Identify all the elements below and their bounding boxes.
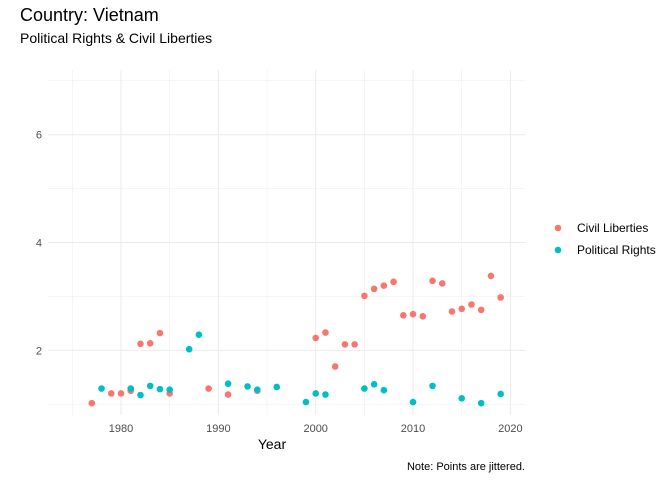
point-political-rights — [98, 385, 105, 392]
legend-marker-civil-liberties — [554, 224, 562, 232]
point-political-rights — [156, 385, 164, 393]
chart-caption: Note: Points are jittered. — [407, 461, 525, 473]
point-political-rights — [322, 391, 329, 398]
point-political-rights — [195, 331, 203, 338]
point-civil-liberties — [224, 391, 232, 398]
x-tick-label: 1990 — [206, 423, 230, 435]
point-political-rights — [370, 380, 378, 388]
legend-marker-political-rights — [554, 246, 562, 254]
y-tick-label: 2 — [36, 345, 42, 357]
point-political-rights — [477, 399, 485, 407]
y-tick-label: 6 — [36, 130, 42, 142]
x-tick-label: 1980 — [109, 423, 133, 435]
point-political-rights — [302, 398, 310, 406]
point-political-rights — [361, 385, 368, 392]
point-civil-liberties — [137, 340, 144, 348]
point-civil-liberties — [107, 390, 115, 397]
point-civil-liberties — [448, 308, 456, 315]
point-political-rights — [166, 386, 173, 393]
point-political-rights — [253, 386, 261, 393]
point-civil-liberties — [390, 278, 397, 286]
point-civil-liberties — [351, 341, 358, 348]
point-civil-liberties — [331, 363, 339, 370]
point-civil-liberties — [438, 280, 446, 287]
point-political-rights — [273, 383, 281, 391]
point-civil-liberties — [429, 277, 436, 285]
point-political-rights — [224, 380, 232, 388]
point-civil-liberties — [117, 390, 125, 397]
point-civil-liberties — [361, 292, 368, 300]
y-axis-ticks: 2 4 6 — [36, 130, 42, 358]
point-political-rights — [146, 382, 154, 390]
point-political-rights — [244, 383, 251, 390]
point-civil-liberties — [312, 334, 320, 342]
point-political-rights — [497, 390, 504, 398]
x-axis-title: Year — [258, 436, 287, 452]
chart-subtitle: Political Rights & Civil Liberties — [20, 30, 212, 46]
legend-label-civil-liberties: Civil Liberties — [577, 221, 648, 235]
point-civil-liberties — [497, 294, 504, 301]
point-civil-liberties — [205, 385, 212, 392]
legend-label-political-rights: Political Rights — [577, 243, 656, 257]
point-civil-liberties — [341, 341, 349, 348]
point-political-rights — [127, 385, 135, 392]
point-political-rights — [137, 391, 144, 399]
point-civil-liberties — [156, 329, 164, 337]
point-civil-liberties — [477, 306, 485, 314]
point-political-rights — [429, 382, 436, 390]
point-political-rights — [312, 390, 320, 397]
point-civil-liberties — [88, 399, 96, 407]
point-civil-liberties — [419, 313, 427, 320]
point-civil-liberties — [458, 305, 466, 313]
x-axis-ticks: 1980 1990 2000 2010 2020 — [109, 423, 523, 435]
grid-major — [48, 70, 525, 415]
point-civil-liberties — [487, 272, 495, 280]
chart-title: Country: Vietnam — [20, 5, 159, 25]
point-political-rights — [380, 386, 388, 394]
point-civil-liberties — [380, 282, 388, 289]
point-civil-liberties — [468, 301, 475, 308]
point-civil-liberties — [146, 340, 154, 347]
data-points — [88, 272, 504, 407]
point-civil-liberties — [409, 310, 417, 318]
point-civil-liberties — [400, 311, 407, 319]
point-civil-liberties — [370, 285, 378, 293]
legend: Civil Liberties Political Rights — [554, 221, 656, 257]
point-political-rights — [458, 394, 466, 402]
point-political-rights — [185, 345, 193, 353]
y-tick-label: 4 — [36, 238, 42, 250]
x-tick-label: 2010 — [401, 423, 425, 435]
x-tick-label: 2020 — [498, 423, 522, 435]
point-civil-liberties — [322, 329, 329, 336]
point-political-rights — [409, 398, 417, 406]
x-tick-label: 2000 — [303, 423, 327, 435]
